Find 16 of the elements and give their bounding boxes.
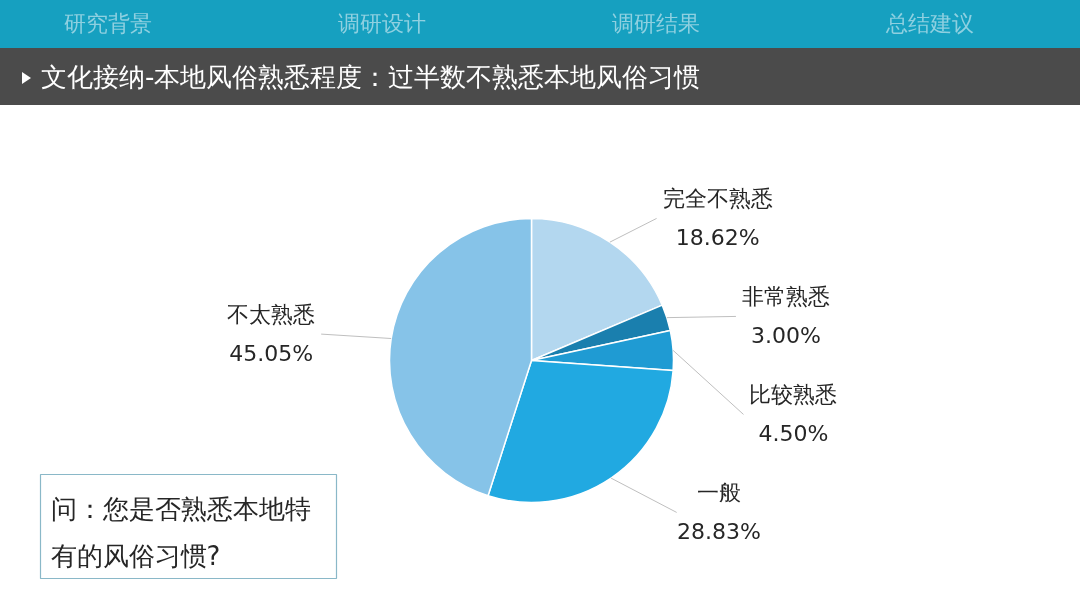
data-label: 28.83% [677, 518, 761, 544]
slice-label: 不太熟悉 [227, 301, 316, 327]
chart-title: 文化接纳-本地风俗熟悉程度：过半数不熟悉本地风俗习惯 [41, 62, 701, 92]
text: 研究背景 [63, 10, 153, 38]
slice-label: 一般 [696, 479, 741, 505]
slice-label: 完全不熟悉 [662, 185, 773, 211]
data-label: 4.50% [758, 420, 829, 446]
text: 问：您是否熟悉本地特有的风俗习惯? [50, 493, 311, 571]
text: 总结建议 [885, 10, 975, 38]
text: 调研结果 [611, 10, 701, 38]
slice-label: 比较熟悉 [749, 381, 838, 407]
text: 调研设计 [337, 10, 427, 38]
slice-label: 非常熟悉 [741, 283, 830, 309]
data-label: 3.00% [751, 322, 821, 348]
data-label: 18.62% [675, 224, 760, 250]
data-label: 45.05% [229, 340, 314, 366]
